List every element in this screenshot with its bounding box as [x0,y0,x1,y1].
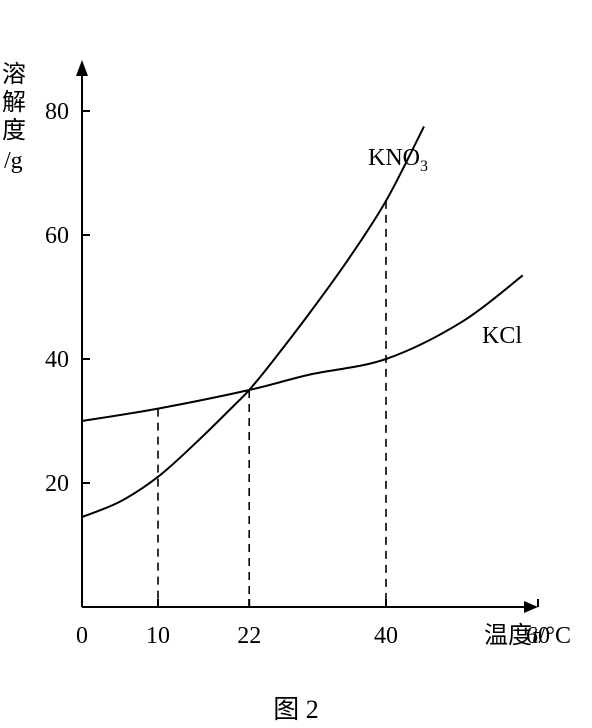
series-label-kno: KNO3 [368,145,428,175]
x-axis-title: 温度t/°C [484,622,571,649]
guide-lines [157,200,387,607]
x-axis-title-var: t [532,623,540,649]
y-axis-title-char: /g [4,148,23,174]
y-axis-title-char: 溶 [2,61,26,88]
series-label-name: KNO [368,145,420,171]
y-axis-title-char: 解 [2,89,26,116]
x-axis-title-unit: /°C [539,623,571,649]
axis-ticks: 0 10 22 40 60 20 40 60 80 [45,99,550,649]
series-line-kcl [81,274,524,422]
x-tick-label: 60 [526,623,550,649]
x-axis-arrow [524,601,538,613]
y-tick-label: 20 [45,471,69,497]
series-line-kno [81,126,425,519]
series-label-subscript: 3 [420,158,428,175]
y-tick-label: 40 [45,347,69,373]
y-axis-title-char: 度 [2,117,26,144]
series: KNO3 KCl [81,126,524,519]
x-axis-title-prefix: 温度 [484,622,532,649]
y-axis-arrow [76,60,88,76]
axes [76,60,538,613]
series-label-kcl: KCl [482,323,522,349]
y-axis-title: 溶 解 度 /g [2,61,26,174]
figure-caption: 图 2 [273,695,319,724]
series-label-name: KCl [482,323,522,349]
y-tick-label: 60 [45,223,69,249]
x-tick-label: 0 [76,623,88,649]
x-tick-label: 22 [237,623,261,649]
x-tick-label: 10 [146,623,170,649]
x-tick-label: 40 [374,623,398,649]
y-tick-label: 80 [45,99,69,125]
